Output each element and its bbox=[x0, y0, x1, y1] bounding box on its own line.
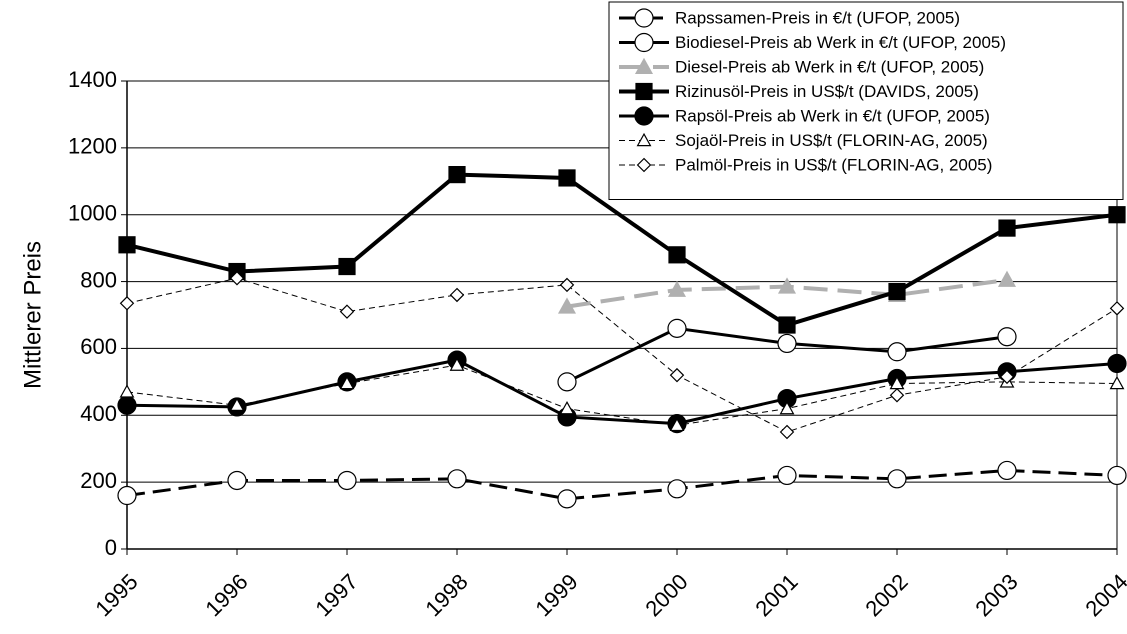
point bbox=[449, 357, 465, 371]
point bbox=[559, 277, 575, 293]
point bbox=[559, 400, 575, 415]
series-line bbox=[126, 277, 1118, 433]
legend-label: Diesel-Preis ab Werk in €/t (UFOP, 2005) bbox=[675, 57, 984, 76]
point bbox=[557, 489, 577, 509]
legend-box bbox=[608, 1, 1124, 200]
point bbox=[997, 270, 1017, 287]
point bbox=[998, 219, 1016, 237]
point bbox=[338, 257, 356, 276]
point bbox=[636, 157, 652, 173]
point bbox=[1109, 301, 1125, 316]
legend-label: Rizinusöl-Preis in US$/t (DAVIDS, 2005) bbox=[675, 82, 979, 101]
point bbox=[887, 469, 907, 489]
point bbox=[227, 470, 247, 491]
y-tick-label: 600 bbox=[80, 334, 117, 359]
point bbox=[558, 169, 576, 187]
point bbox=[118, 236, 136, 254]
point bbox=[634, 106, 654, 126]
y-tick-label: 0 bbox=[105, 535, 117, 560]
point bbox=[889, 387, 905, 403]
point bbox=[667, 280, 687, 297]
point bbox=[887, 342, 907, 362]
point bbox=[447, 469, 467, 489]
x-tick-label: 1995 bbox=[90, 569, 142, 621]
y-tick-label: 200 bbox=[80, 468, 117, 493]
x-tick-label: 1997 bbox=[310, 569, 362, 621]
x-tick-label: 2001 bbox=[750, 569, 802, 621]
point bbox=[339, 375, 355, 390]
series-line bbox=[126, 364, 1118, 426]
point bbox=[888, 283, 906, 301]
point bbox=[119, 384, 135, 398]
point bbox=[448, 166, 466, 184]
point bbox=[1108, 206, 1126, 224]
point bbox=[668, 246, 686, 264]
point bbox=[229, 270, 245, 286]
point bbox=[634, 8, 654, 28]
point bbox=[777, 333, 797, 354]
point bbox=[779, 424, 795, 440]
point bbox=[778, 316, 796, 334]
point bbox=[1109, 375, 1125, 390]
legend-label: Biodiesel-Preis ab Werk in €/t (UFOP, 20… bbox=[675, 33, 1006, 52]
y-tick-label: 1000 bbox=[68, 201, 117, 226]
point bbox=[634, 57, 654, 75]
legend-label: Sojaöl-Preis in US$/t (FLORIN-AG, 2005) bbox=[675, 131, 988, 150]
point bbox=[557, 297, 577, 314]
point bbox=[777, 277, 797, 294]
x-tick-label: 2003 bbox=[970, 569, 1022, 621]
y-tick-label: 400 bbox=[80, 401, 117, 426]
point bbox=[1107, 465, 1127, 486]
point bbox=[779, 400, 795, 415]
point bbox=[117, 485, 137, 506]
x-tick-label: 2000 bbox=[640, 569, 692, 621]
series-line bbox=[126, 172, 1118, 328]
point bbox=[1107, 353, 1127, 374]
point bbox=[636, 132, 652, 147]
point bbox=[997, 460, 1017, 481]
point bbox=[669, 417, 685, 432]
y-tick-label: 1400 bbox=[68, 67, 117, 92]
point bbox=[119, 296, 135, 311]
x-tick-label: 1996 bbox=[200, 569, 252, 621]
point bbox=[667, 479, 687, 499]
legend: Rapssamen-Preis in €/t (UFOP, 2005) Biodi… bbox=[608, 1, 1124, 200]
point bbox=[449, 287, 465, 303]
point bbox=[557, 372, 577, 392]
legend-label: Rapssamen-Preis in €/t (UFOP, 2005) bbox=[675, 8, 960, 27]
legend-label: Rapsöl-Preis ab Werk in €/t (UFOP, 2005) bbox=[675, 106, 990, 125]
point bbox=[117, 395, 137, 415]
y-axis-label: Mittlerer Preis bbox=[19, 241, 46, 389]
x-tick-label: 2002 bbox=[860, 569, 912, 621]
x-tick-label: 1998 bbox=[420, 569, 472, 621]
x-tick-label: 2004 bbox=[1080, 569, 1127, 621]
series-line bbox=[126, 468, 1118, 501]
point bbox=[999, 369, 1015, 385]
point bbox=[229, 397, 245, 411]
point bbox=[635, 82, 653, 101]
series-line bbox=[126, 358, 1118, 426]
y-tick-label: 1200 bbox=[68, 134, 117, 159]
legend-label: Palmöl-Preis in US$/t (FLORIN-AG, 2005) bbox=[675, 155, 992, 174]
point bbox=[667, 318, 687, 338]
y-tick-label: 800 bbox=[80, 267, 117, 292]
point bbox=[339, 304, 355, 319]
point bbox=[337, 470, 357, 491]
point bbox=[997, 327, 1017, 347]
point bbox=[777, 465, 797, 486]
point bbox=[634, 32, 654, 53]
x-tick-label: 1999 bbox=[530, 569, 582, 621]
point bbox=[669, 367, 685, 383]
